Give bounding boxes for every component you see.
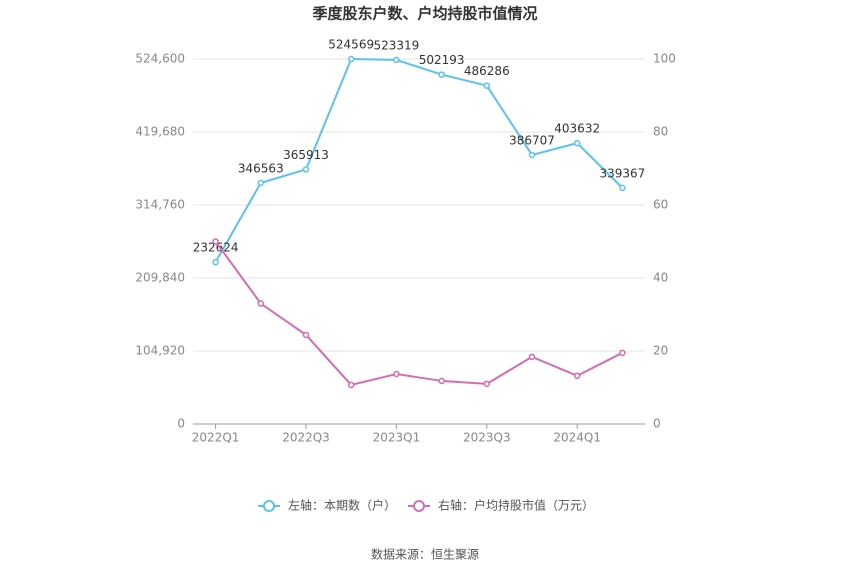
point <box>393 56 400 64</box>
point <box>438 71 445 78</box>
y2-tick-label: 60 <box>653 198 668 212</box>
y-tick-label: 104,920 <box>135 344 185 358</box>
data-label: 365913 <box>283 148 329 162</box>
point <box>302 331 310 339</box>
point <box>619 184 626 192</box>
x-tick-label: 2022Q1 <box>192 431 240 445</box>
point <box>573 372 581 380</box>
point <box>212 258 219 266</box>
y2-tick-label: 20 <box>653 344 668 358</box>
data-label: 502193 <box>419 53 465 67</box>
series-line <box>214 240 623 387</box>
point <box>438 377 445 385</box>
data-label: 524569 <box>328 38 374 52</box>
source: 数据来源：恒生聚源 <box>371 547 479 562</box>
y2-tick-label: 40 <box>653 271 668 285</box>
y-tick-label: 314,760 <box>135 198 185 212</box>
data-label: 523319 <box>373 38 419 52</box>
legend-marker <box>413 500 425 512</box>
point <box>483 380 491 388</box>
data-label: 339367 <box>599 166 645 180</box>
y-tick-label: 524,600 <box>135 52 185 66</box>
legend-label: 左轴：本期数（户） <box>288 498 396 513</box>
point <box>393 370 400 378</box>
point <box>347 55 355 63</box>
data-label: 403632 <box>554 122 600 136</box>
x-tick-label: 2023Q1 <box>373 431 421 445</box>
point <box>528 151 536 159</box>
y-tick-label: 419,680 <box>135 125 185 139</box>
data-label: 386707 <box>509 133 555 147</box>
y-tick-label: 209,840 <box>135 271 185 285</box>
data-label: 486286 <box>464 64 510 78</box>
point <box>573 139 581 147</box>
x-tick-label: 2022Q3 <box>282 431 330 445</box>
point <box>212 238 219 245</box>
point <box>302 166 310 173</box>
x-tick-label: 2023Q3 <box>463 431 511 445</box>
data-label: 346563 <box>238 161 284 175</box>
chart-title: 季度股东户数、户均持股市值情况 <box>312 5 537 23</box>
point <box>483 82 491 89</box>
y2-tick-label: 80 <box>653 125 668 139</box>
y2-tick-label: 100 <box>653 52 676 66</box>
series-line <box>214 58 624 263</box>
point <box>619 349 626 357</box>
data-label: 232624 <box>193 241 239 255</box>
legend-label: 右轴：户均持股市值（万元） <box>438 498 594 513</box>
y2-tick-label: 0 <box>653 417 661 431</box>
point <box>257 300 265 307</box>
point <box>257 179 265 187</box>
x-tick-label: 2024Q1 <box>553 431 601 445</box>
point <box>528 353 536 361</box>
point <box>347 381 355 389</box>
y-tick-label: 0 <box>177 417 185 431</box>
legend-marker <box>263 500 275 512</box>
